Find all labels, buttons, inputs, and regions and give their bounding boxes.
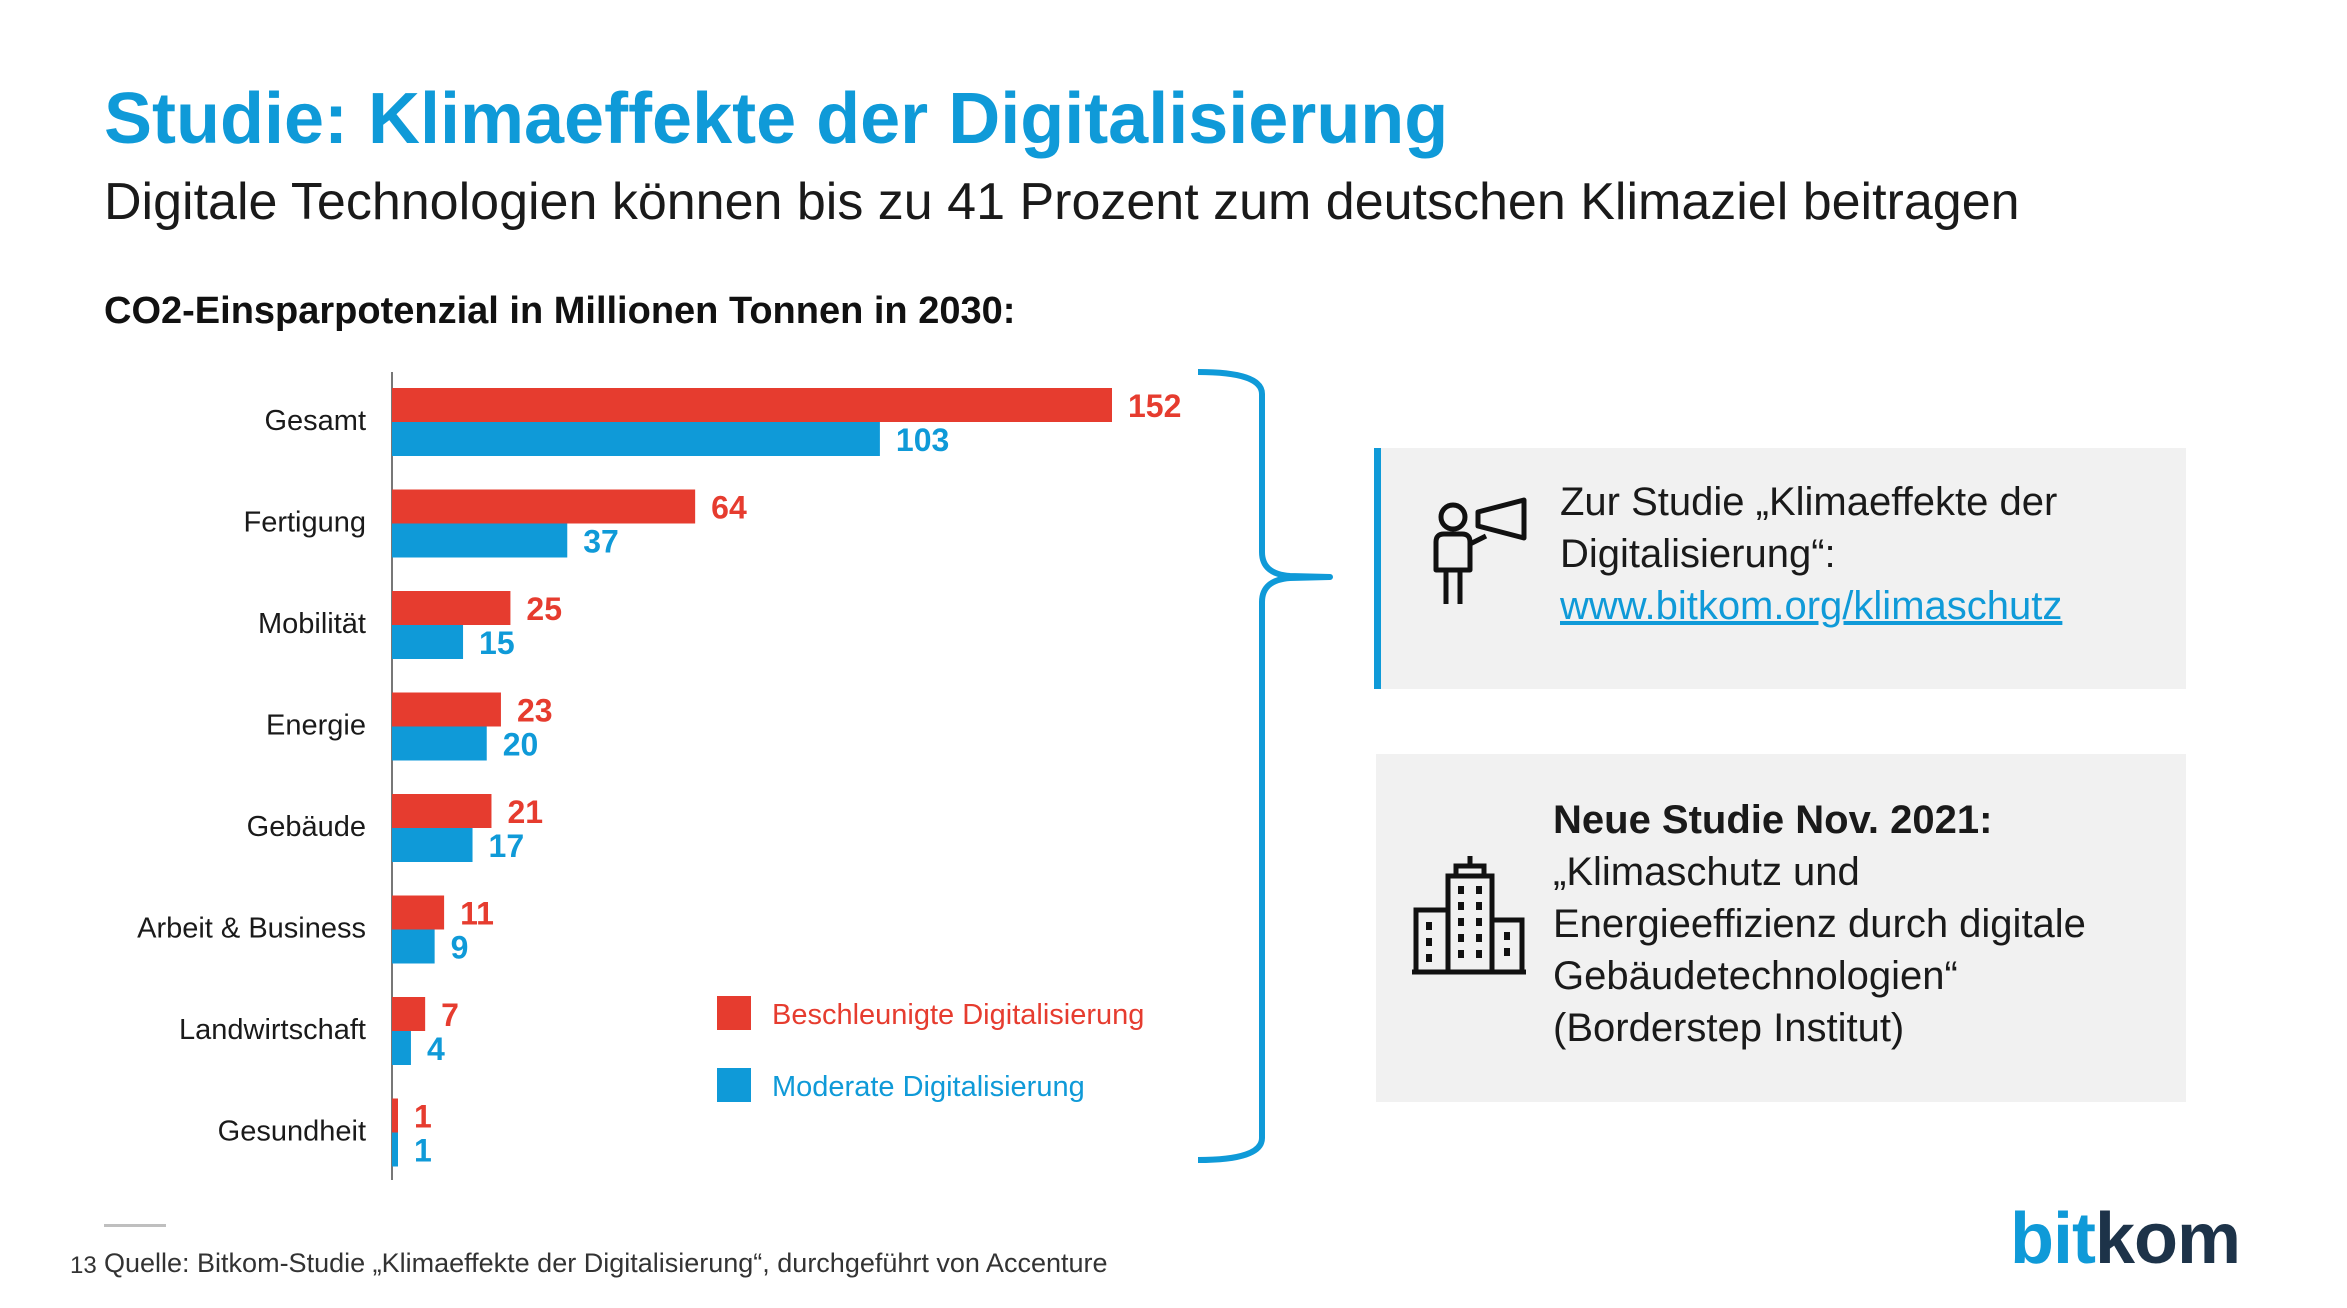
bar-beschleunigt	[392, 591, 511, 625]
value-label: 9	[451, 930, 469, 966]
value-label: 15	[479, 625, 515, 661]
category-label: Gebäude	[247, 811, 366, 843]
footer-divider	[104, 1224, 166, 1227]
box-accent-bar	[1374, 448, 1381, 689]
slide-title: Studie: Klimaeffekte der Digitalisierung	[104, 79, 1449, 159]
bar-beschleunigt	[392, 1098, 398, 1133]
bar-beschleunigt	[392, 997, 426, 1031]
bar-beschleunigt	[392, 794, 492, 828]
chart-title: CO2-Einsparpotenzial in Millionen Tonnen…	[104, 290, 1016, 332]
bar-moderat	[392, 422, 880, 456]
value-label: 64	[711, 490, 747, 526]
value-label: 21	[507, 794, 543, 830]
category-label: Mobilität	[258, 608, 366, 640]
value-label: 11	[460, 896, 494, 932]
study-link-box	[1374, 448, 2186, 689]
category-label: Arbeit & Business	[137, 913, 366, 945]
new-study-line3: Gebäudetechnologien“	[1553, 954, 1958, 998]
study-link[interactable]: www.bitkom.org/klimaschutz	[1560, 584, 2063, 628]
bar-moderat	[392, 1031, 411, 1065]
new-study-line4: (Borderstep Institut)	[1553, 1006, 1905, 1050]
value-label: 1	[414, 1133, 432, 1169]
category-label: Fertigung	[243, 507, 366, 539]
bar-moderat	[392, 625, 464, 659]
value-label: 37	[583, 524, 619, 560]
category-label: Landwirtschaft	[179, 1014, 366, 1046]
value-label: 4	[427, 1031, 445, 1067]
value-label: 17	[489, 828, 525, 864]
bar-moderat	[392, 1132, 398, 1167]
office-building-icon	[1412, 856, 1526, 975]
page-number: 13	[70, 1252, 97, 1279]
value-label: 152	[1128, 388, 1181, 424]
new-study-title: Neue Studie Nov. 2021:	[1553, 798, 1993, 842]
value-label: 7	[441, 997, 459, 1033]
bar-beschleunigt	[392, 388, 1112, 422]
category-label: Gesundheit	[218, 1116, 366, 1148]
slide-subtitle: Digitale Technologien können bis zu 41 P…	[104, 173, 2020, 231]
new-study-text: Neue Studie Nov. 2021: „Klimaschutz und …	[1553, 794, 2183, 1054]
bar-beschleunigt	[392, 489, 696, 524]
curly-brace	[1197, 369, 1333, 1163]
value-label: 23	[517, 693, 553, 729]
bar-moderat	[392, 929, 435, 964]
study-link-text: Zur Studie „Klimaeffekte der Digitalisie…	[1560, 476, 2180, 632]
bar-moderat	[392, 828, 473, 862]
bar-beschleunigt	[392, 692, 501, 727]
new-study-box	[1376, 754, 2186, 1102]
study-text-line2: Digitalisierung“:	[1560, 532, 1836, 576]
megaphone-person-icon	[1433, 497, 1527, 604]
value-label: 103	[896, 422, 949, 458]
value-label: 1	[414, 1099, 432, 1135]
legend-label: Moderate Digitalisierung	[772, 1071, 1085, 1103]
source-note: Quelle: Bitkom-Studie „Klimaeffekte der …	[104, 1248, 1108, 1278]
bar-moderat	[392, 726, 487, 761]
legend-swatch	[717, 996, 751, 1030]
new-study-line2: Energieeffizienz durch digitale	[1553, 902, 2086, 946]
category-label: Energie	[266, 710, 366, 742]
study-text-line1: Zur Studie „Klimaeffekte der	[1560, 480, 2058, 524]
bitkom-logo: bitkom	[2010, 1199, 2241, 1279]
value-label: 20	[503, 727, 539, 763]
new-study-line1: „Klimaschutz und	[1553, 850, 1860, 894]
legend-label: Beschleunigte Digitalisierung	[772, 999, 1144, 1031]
value-label: 25	[526, 591, 562, 627]
bar-beschleunigt	[392, 895, 445, 930]
bar-moderat	[392, 523, 568, 558]
category-label: Gesamt	[264, 405, 366, 437]
legend-swatch	[717, 1068, 751, 1102]
